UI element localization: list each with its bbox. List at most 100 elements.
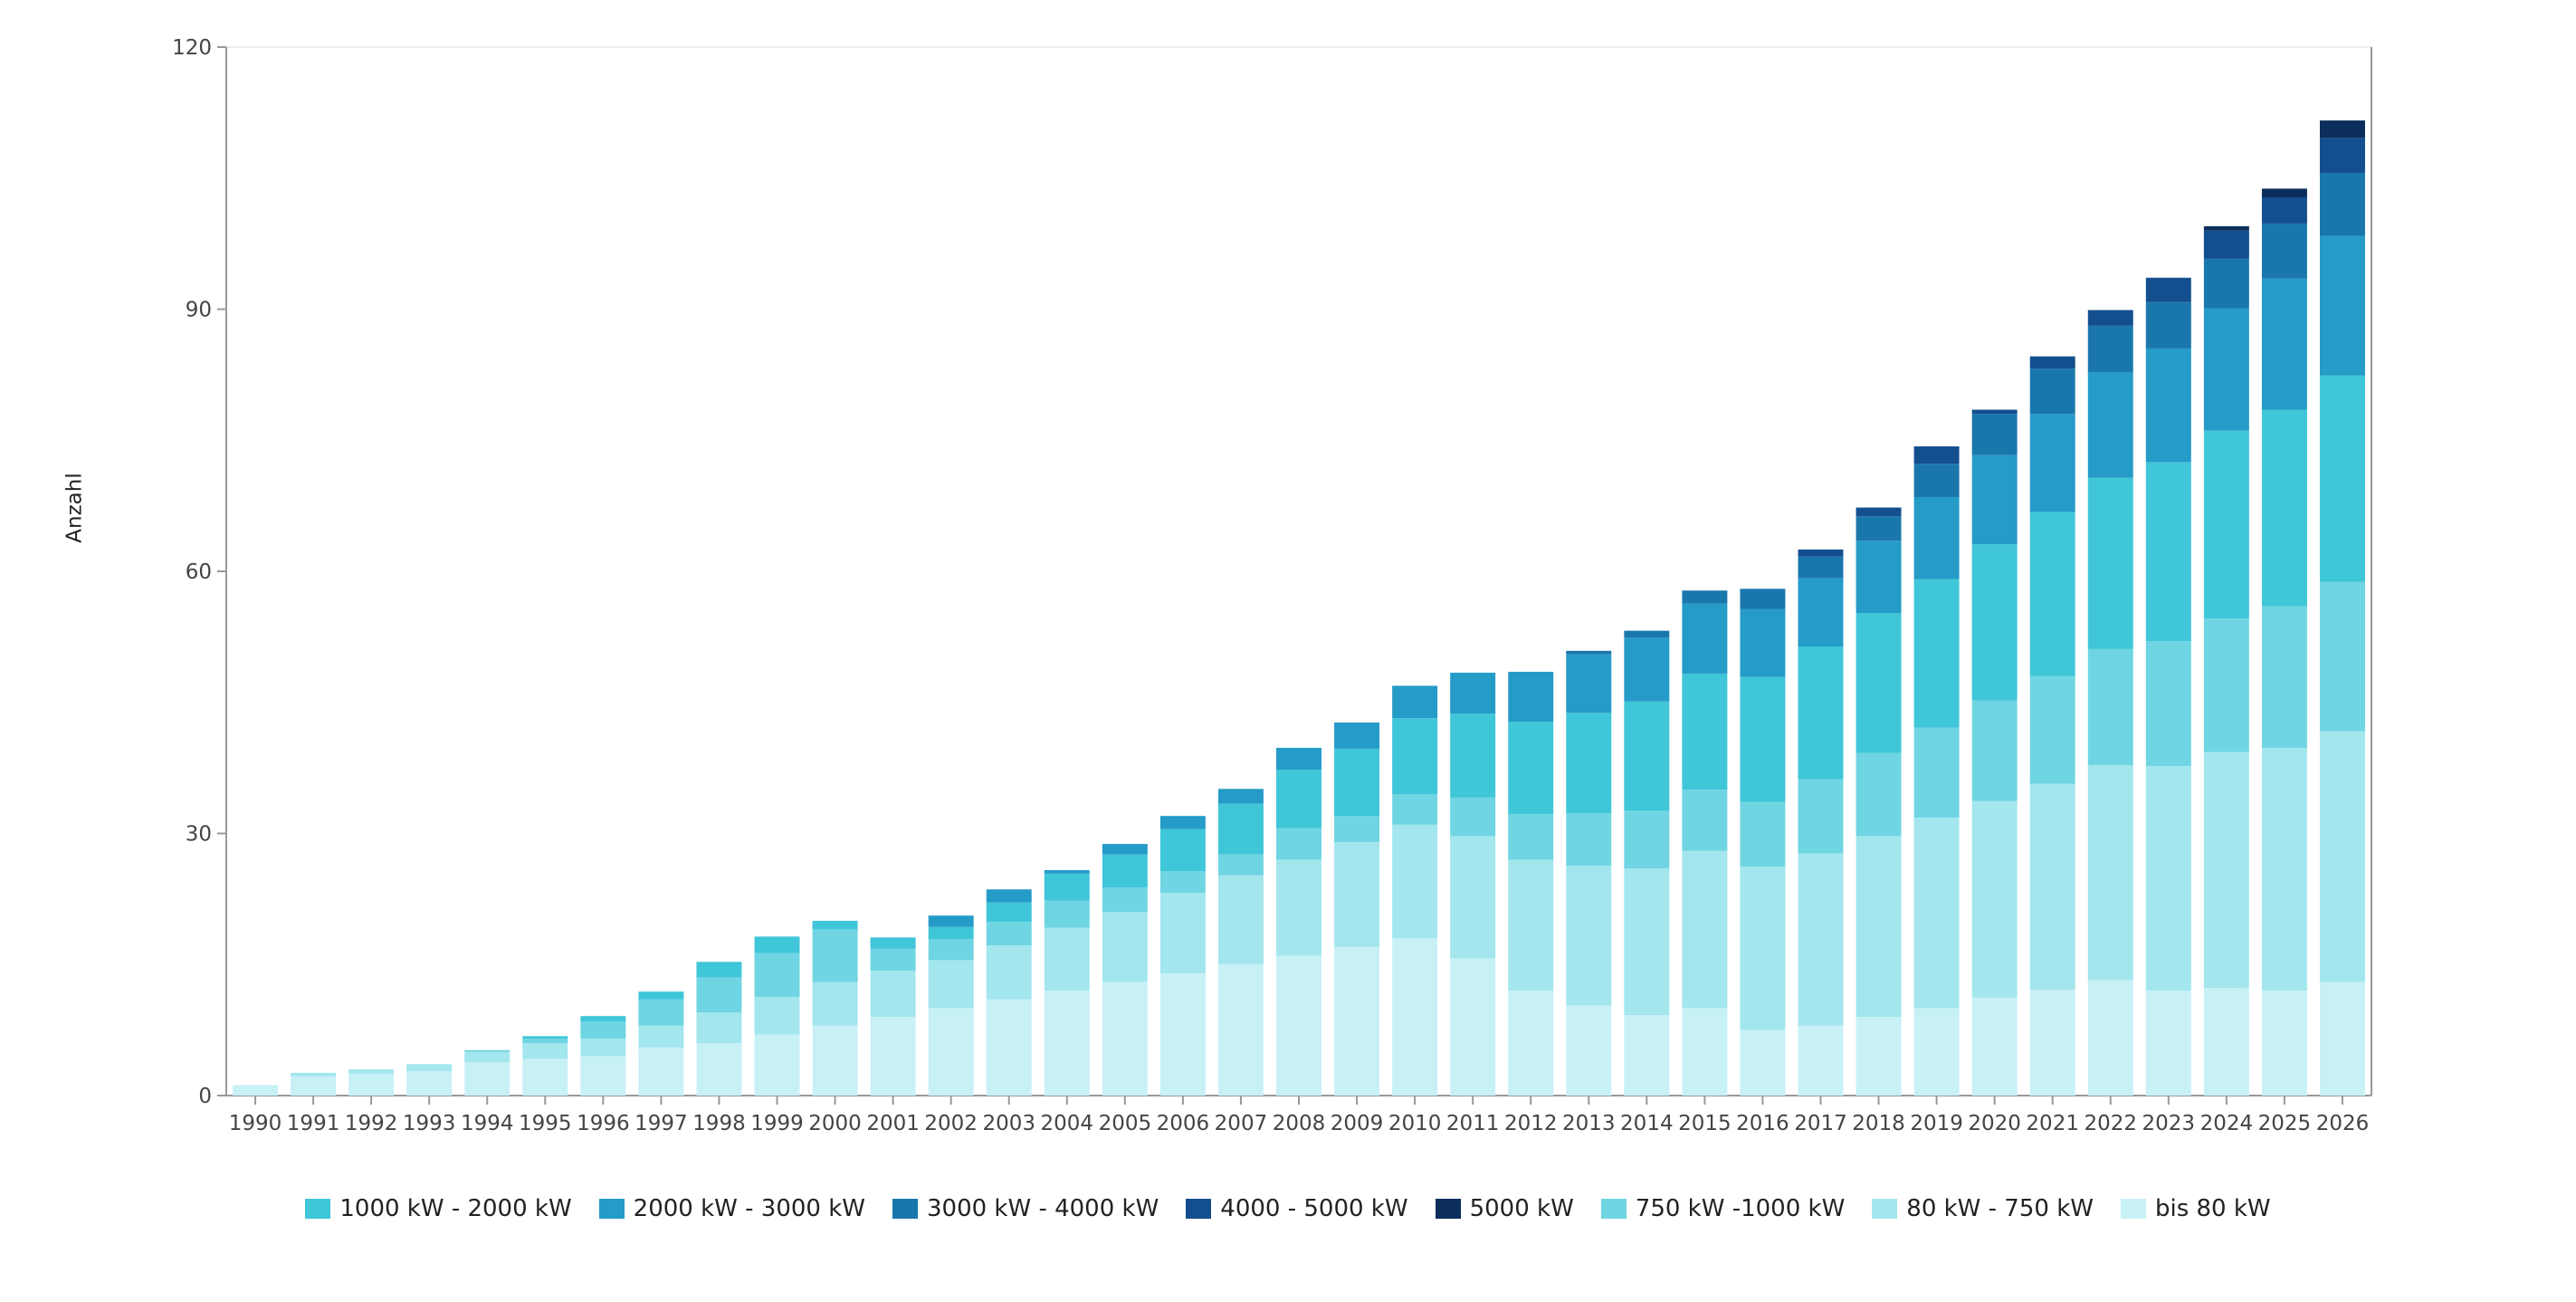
x-tick-label: 2001 <box>866 1112 920 1135</box>
bar-segment <box>2145 462 2191 642</box>
bar-segment <box>1682 850 1728 1009</box>
bar-segment <box>2087 765 2133 981</box>
bar-segment <box>2261 991 2307 1096</box>
bar-segment <box>1392 824 1438 939</box>
y-tick-label: 90 <box>186 299 212 322</box>
y-tick-label: 120 <box>172 36 212 60</box>
y-tick-label: 30 <box>186 823 212 847</box>
bar-segment <box>2261 409 2307 607</box>
bar-segment <box>1913 727 1960 819</box>
bar-segment <box>1392 685 1438 719</box>
bar-segment <box>464 1062 510 1096</box>
bar-segment <box>2145 302 2191 349</box>
legend-item[interactable]: 5000 kW <box>1435 1195 1574 1222</box>
x-tick-label: 1999 <box>750 1112 804 1135</box>
bar-segment <box>348 1073 395 1096</box>
bar-segment <box>1798 779 1844 854</box>
legend-item[interactable]: 4000 - 5000 kW <box>1186 1195 1408 1222</box>
bar-segment <box>870 971 916 1018</box>
bar-segment <box>1971 544 2018 701</box>
bar-segment <box>1217 854 1264 876</box>
bar-segment <box>2145 766 2191 991</box>
bar-segment <box>1276 747 1321 771</box>
x-tick-label: 1991 <box>287 1112 340 1135</box>
bar-segment <box>812 981 858 1026</box>
bar-segment <box>1682 603 1728 674</box>
bar-segment <box>1276 828 1321 860</box>
bar-segment <box>1856 613 1902 753</box>
legend-label: 80 kW - 750 kW <box>1906 1195 2094 1222</box>
bar-segment <box>1913 579 1960 728</box>
legend-item[interactable]: 3000 kW - 4000 kW <box>892 1195 1159 1222</box>
y-axis-label: Anzahl <box>62 473 87 543</box>
y-tick-label: 0 <box>198 1085 212 1108</box>
x-tick-label: 2011 <box>1446 1112 1500 1135</box>
bar-segment <box>1159 893 1206 973</box>
x-tick-label: 2012 <box>1504 1112 1558 1135</box>
legend-item[interactable]: 750 kW -1000 kW <box>1600 1195 1845 1222</box>
bar-segment <box>2203 258 2249 309</box>
bar-segment <box>1856 541 1902 614</box>
bar-segment <box>1798 1025 1844 1096</box>
bar-segment <box>1334 816 1380 843</box>
bar-segment <box>1566 650 1612 655</box>
bar-segment <box>754 996 800 1035</box>
bar-segment <box>2029 675 2075 784</box>
legend-item[interactable]: 1000 kW - 2000 kW <box>305 1195 572 1222</box>
bar-segment <box>638 991 684 1000</box>
bar-segment <box>1624 637 1670 702</box>
legend-item[interactable]: 2000 kW - 3000 kW <box>598 1195 865 1222</box>
legend-item[interactable]: 80 kW - 750 kW <box>1872 1195 2094 1222</box>
bar-segment <box>1044 991 1090 1096</box>
bar-segment <box>2029 783 2075 991</box>
bar-segment <box>2203 225 2249 231</box>
bar-segment <box>638 999 684 1026</box>
bar-segment <box>1334 722 1380 749</box>
bar-segment <box>986 889 1032 903</box>
legend-swatch <box>1872 1199 1898 1219</box>
bar-segment <box>2145 348 2191 463</box>
bar-segment <box>1508 859 1554 991</box>
bar-segment <box>1682 790 1728 851</box>
legend-swatch <box>2120 1199 2146 1219</box>
legend-label: 3000 kW - 4000 kW <box>926 1195 1159 1222</box>
bar-segment <box>1798 556 1844 579</box>
bar-segment <box>1450 797 1496 837</box>
bar-segment <box>2319 581 2365 732</box>
bar-segment <box>2029 369 2075 415</box>
bar-segment <box>1740 608 1786 677</box>
bar-segment <box>1102 854 1148 888</box>
x-tick-label: 2019 <box>1910 1112 1963 1135</box>
x-tick-label: 2006 <box>1157 1112 1210 1135</box>
bar-segment <box>1450 672 1496 714</box>
bar-segment <box>754 1034 800 1096</box>
bar-segment <box>406 1064 453 1071</box>
x-tick-label: 1994 <box>461 1112 514 1135</box>
bar-segment <box>1159 816 1206 829</box>
bar-segment <box>1217 964 1264 1096</box>
bar-segment <box>1276 955 1321 1096</box>
bar-segment <box>1856 752 1902 837</box>
legend-item[interactable]: bis 80 kW <box>2120 1195 2271 1222</box>
bar-segment <box>1508 671 1554 722</box>
legend-swatch <box>1600 1199 1627 1219</box>
bar-segment <box>1624 630 1670 638</box>
bar-segment <box>696 1043 742 1096</box>
legend-swatch <box>305 1199 331 1219</box>
legend-label: 4000 - 5000 kW <box>1220 1195 1408 1222</box>
bar-segment <box>464 1049 510 1052</box>
bar-segment <box>812 1025 858 1096</box>
bar-segment <box>580 1016 626 1021</box>
bar-segment <box>1913 446 1960 464</box>
bar-segment <box>1044 873 1090 901</box>
x-tick-label: 2009 <box>1331 1112 1384 1135</box>
bar-segment <box>754 936 800 953</box>
bar-segment <box>2261 188 2307 197</box>
x-tick-label: 2018 <box>1852 1112 1905 1135</box>
legend-swatch <box>892 1199 918 1219</box>
bar-segment <box>1102 887 1148 913</box>
legend-label: 5000 kW <box>1469 1195 1574 1222</box>
bar-segment <box>1159 972 1206 1096</box>
bar-segment <box>928 939 974 961</box>
